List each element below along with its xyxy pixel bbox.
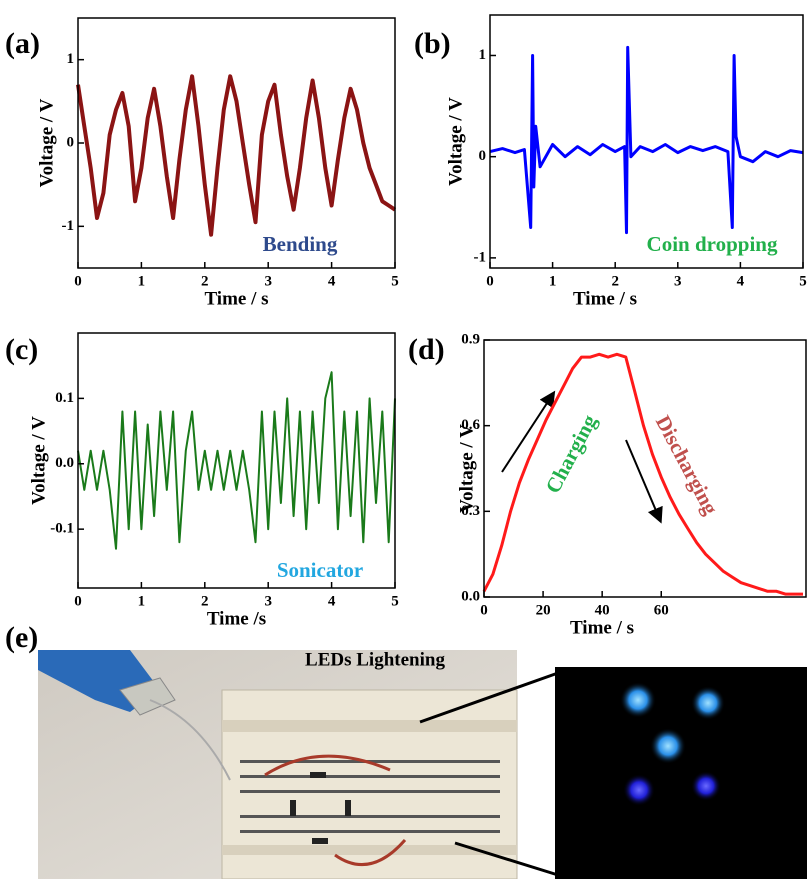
- x-tick-label: 40: [595, 602, 610, 618]
- panel-label: (e): [5, 621, 38, 654]
- y-tick-label: 0.0: [55, 455, 74, 471]
- y-tick-label: -1: [62, 218, 75, 234]
- arrow: [501, 390, 556, 473]
- plot-frame: [77, 17, 396, 269]
- x-tick-label: 0: [74, 593, 82, 609]
- y-tick-label: 0.3: [461, 503, 480, 519]
- x-tick-label: 60: [654, 602, 669, 618]
- plot-frame: [77, 332, 396, 589]
- y-tick-label: 0.9: [461, 331, 480, 347]
- y-tick-label: 1: [479, 47, 487, 63]
- x-tick-label: 2: [201, 273, 209, 289]
- y-axis-title: Voltage / V: [28, 416, 49, 505]
- x-tick-label: 5: [391, 593, 399, 609]
- y-tick-label: -1: [474, 249, 487, 265]
- x-axis-title: Time / s: [573, 288, 637, 309]
- data-line: [482, 352, 803, 596]
- led-photo: [555, 667, 807, 879]
- x-tick-label: 4: [328, 593, 336, 609]
- pointer-line: [454, 841, 559, 877]
- x-tick-label: 3: [674, 273, 682, 289]
- x-axis-title: Time / s: [570, 617, 634, 638]
- arrow: [625, 439, 663, 524]
- y-tick-label: 0.1: [55, 390, 74, 406]
- annotation: Discharging: [651, 411, 723, 519]
- x-tick-label: 1: [138, 273, 146, 289]
- annotation: Sonicator: [277, 558, 363, 582]
- annotation: Charging: [540, 410, 601, 497]
- photo-caption: LEDs Lightening: [305, 649, 445, 670]
- x-tick-label: 1: [138, 593, 146, 609]
- panel-label: (a): [5, 27, 40, 60]
- data-line: [489, 45, 804, 235]
- x-tick-label: 20: [536, 602, 551, 618]
- y-axis-title: Voltage / V: [456, 424, 477, 513]
- x-axis-title: Time /s: [207, 608, 266, 629]
- x-tick-label: 0: [480, 602, 488, 618]
- annotation: Coin dropping: [647, 232, 778, 256]
- plot-frame: [483, 339, 807, 598]
- x-tick-label: 1: [549, 273, 557, 289]
- x-tick-label: 0: [486, 273, 494, 289]
- plot-frame: [489, 14, 804, 269]
- x-tick-label: 4: [737, 273, 745, 289]
- panel-label: (c): [5, 333, 38, 366]
- y-axis-title: Voltage / V: [445, 97, 466, 186]
- x-tick-label: 3: [264, 273, 272, 289]
- photo: [38, 650, 518, 879]
- x-tick-label: 4: [328, 273, 336, 289]
- x-tick-label: 5: [391, 273, 399, 289]
- panel-label: (b): [414, 27, 451, 60]
- x-axis-title: Time / s: [204, 288, 268, 309]
- y-tick-label: 0: [67, 134, 75, 150]
- pointer-line: [419, 671, 559, 724]
- y-tick-label: 0: [479, 148, 487, 164]
- data-line: [76, 74, 397, 237]
- x-tick-label: 3: [264, 593, 272, 609]
- panel-label: (d): [408, 333, 445, 366]
- y-tick-label: 1: [67, 51, 75, 67]
- x-tick-label: 5: [799, 273, 807, 289]
- y-tick-label: 0.0: [461, 588, 480, 604]
- y-tick-label: -0.1: [50, 521, 74, 537]
- y-tick-label: 0.6: [461, 417, 480, 433]
- x-tick-label: 2: [611, 273, 619, 289]
- led-glow: [620, 682, 725, 806]
- y-axis-title: Voltage / V: [36, 98, 57, 187]
- data-line: [77, 371, 396, 550]
- x-tick-label: 0: [74, 273, 82, 289]
- x-tick-label: 2: [201, 593, 209, 609]
- annotation: Bending: [263, 232, 338, 256]
